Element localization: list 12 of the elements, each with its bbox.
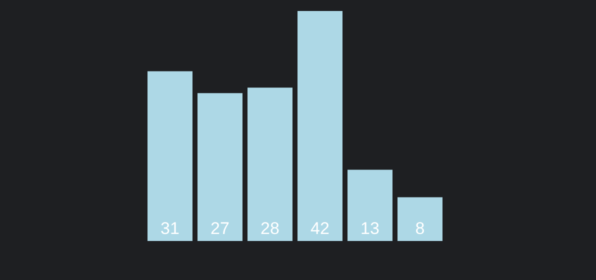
data-label: 28 bbox=[260, 219, 280, 238]
bar bbox=[148, 71, 192, 241]
data-label: 13 bbox=[360, 219, 380, 238]
bar bbox=[348, 170, 392, 241]
bar bbox=[248, 88, 292, 241]
bar bbox=[298, 11, 342, 241]
data-label: 31 bbox=[160, 219, 180, 238]
data-label: 42 bbox=[310, 219, 330, 238]
data-label: 27 bbox=[210, 219, 230, 238]
bar bbox=[398, 197, 442, 241]
bar bbox=[198, 93, 242, 241]
data-label: 8 bbox=[415, 219, 425, 238]
